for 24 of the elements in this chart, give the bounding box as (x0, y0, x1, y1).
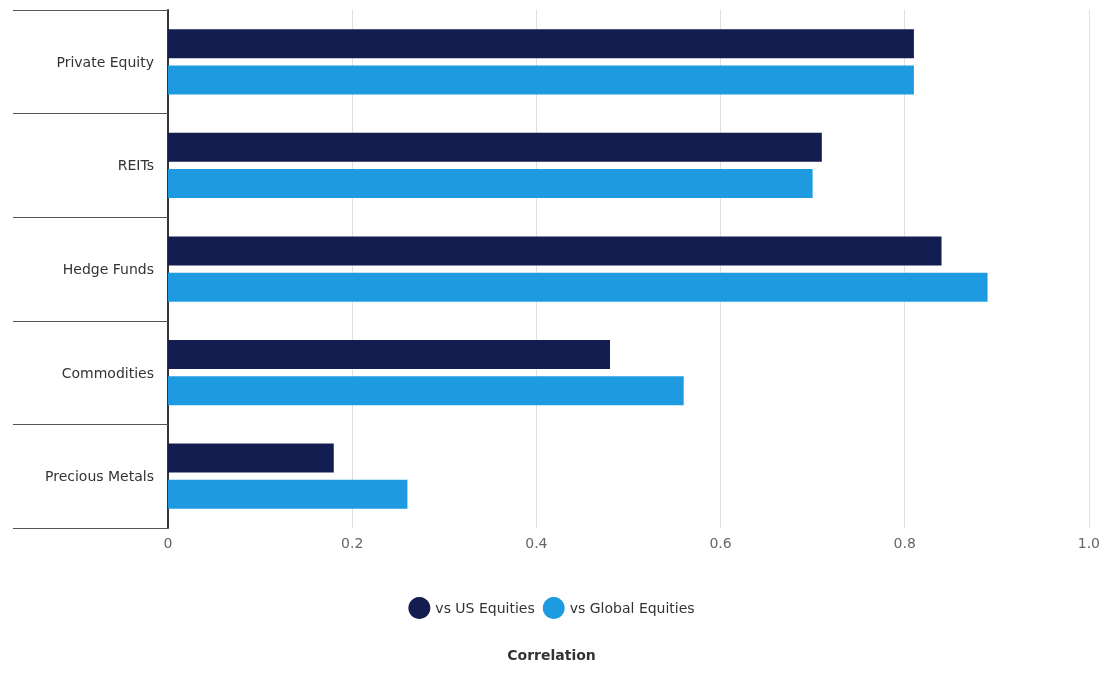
bar (168, 376, 684, 406)
bar (168, 479, 408, 509)
bar (168, 339, 611, 369)
legend-label: vs US Equities (435, 600, 535, 616)
bar (168, 272, 988, 302)
y-tick-label: Hedge Funds (62, 261, 154, 277)
bar (168, 236, 942, 266)
text: Correlation (507, 647, 596, 663)
x-tick-label: 0.8 (893, 535, 916, 551)
y-tick-label: REITs (117, 157, 154, 174)
bar (168, 169, 813, 199)
x-tick-label: 0.6 (709, 535, 732, 551)
bar (168, 29, 914, 59)
y-tick-label: Private Equity (56, 53, 154, 70)
bar (168, 443, 334, 473)
legend-label: vs Global Equities (569, 600, 695, 616)
x-tick-label: 0.2 (341, 535, 364, 551)
x-tick-label: 0 (163, 535, 173, 551)
y-tick-label: Commodities (61, 364, 154, 381)
x-tick-label: 0.4 (525, 535, 548, 551)
bar (168, 65, 914, 95)
y-tick-label: Precious Metals (45, 468, 154, 485)
x-tick-label: 1.0 (1077, 535, 1100, 551)
bar (168, 132, 822, 162)
